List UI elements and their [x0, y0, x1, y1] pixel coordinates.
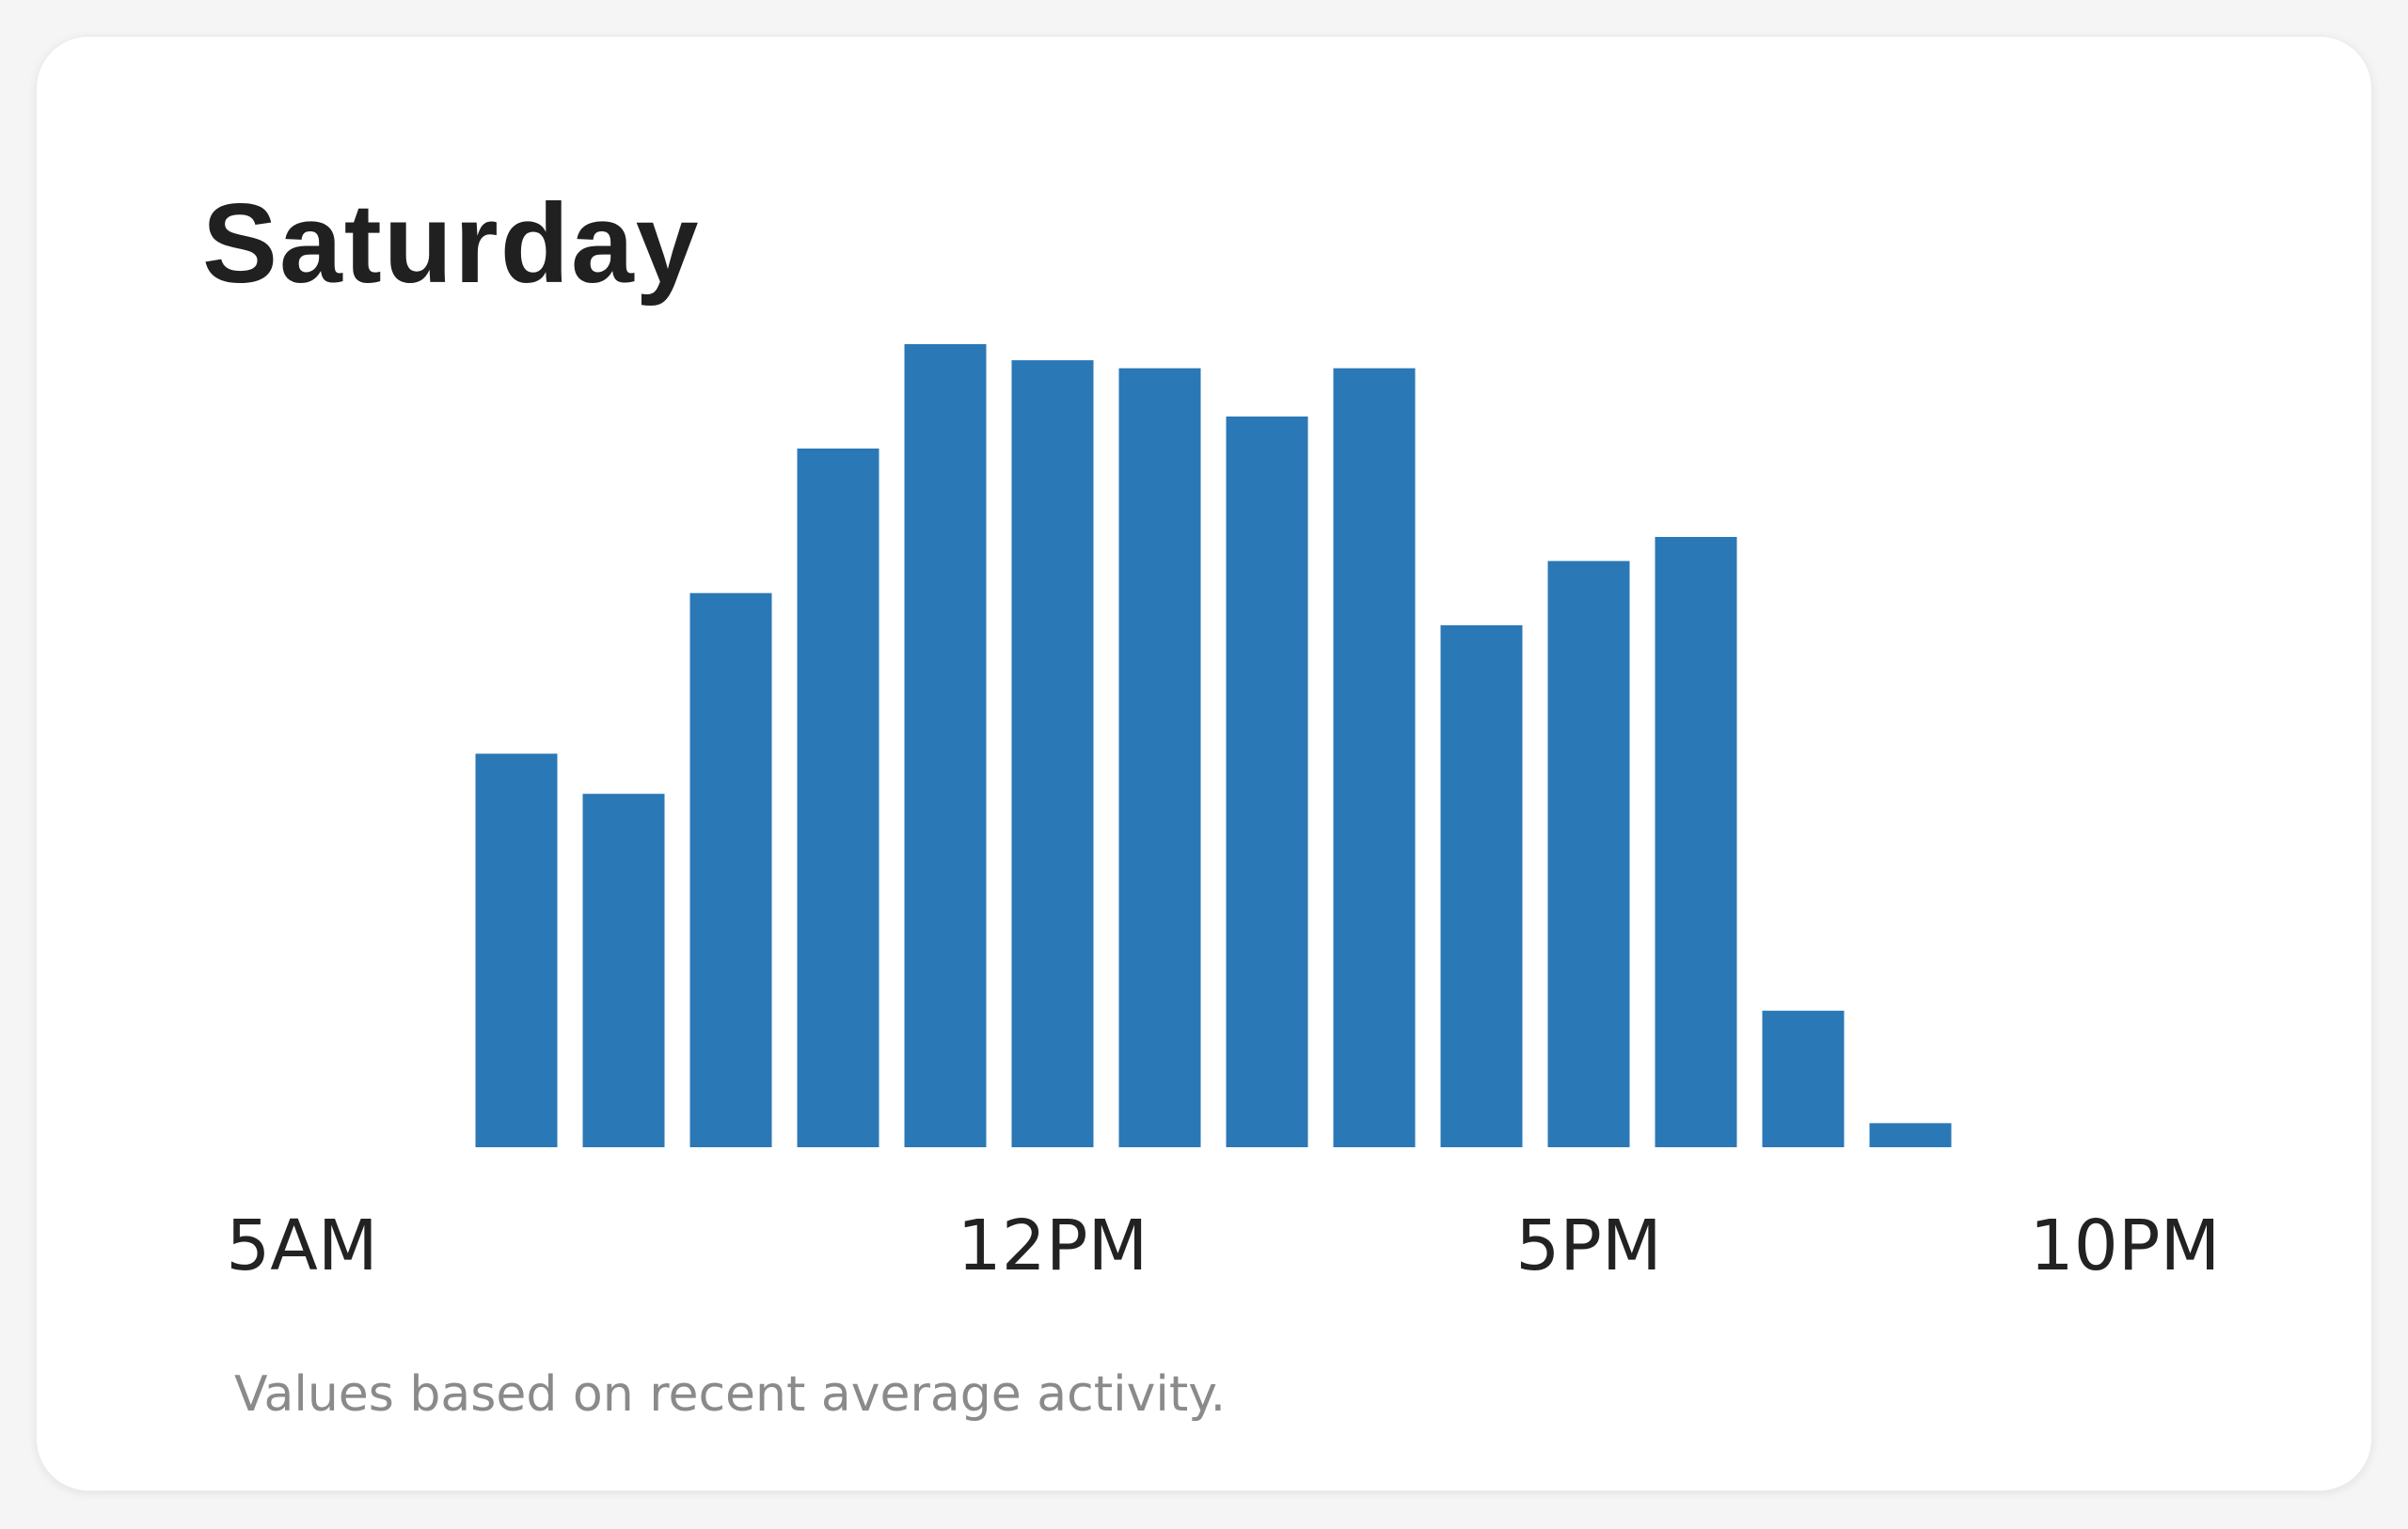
x-tick-12pm: 12PM [958, 1206, 1149, 1286]
bar-8pm [1869, 1123, 1952, 1147]
bar-9am [689, 592, 772, 1147]
bar-7pm [1762, 1010, 1845, 1147]
bars-group [475, 344, 1952, 1148]
bar-3pm [1333, 368, 1416, 1148]
bar-12pm [1011, 360, 1094, 1148]
bar-4pm [1440, 624, 1523, 1147]
x-tick-10pm: 10PM [2030, 1206, 2221, 1286]
bar-11am [904, 344, 987, 1147]
day-title: Saturday [202, 181, 701, 307]
activity-bar-chart: 5AM 12PM 5PM 10PM [226, 344, 2220, 1286]
bar-6pm [1655, 537, 1737, 1147]
activity-footnote: Values based on recent average activity. [234, 1366, 1227, 1423]
bar-10am [797, 449, 879, 1147]
x-axis-ticks: 5AM 12PM 5PM 10PM [226, 1206, 2220, 1286]
popular-times-card: Saturday 5AM 12PM 5PM 10PM Values based on … [36, 36, 2372, 1491]
x-tick-5am: 5AM [226, 1206, 378, 1286]
bar-8am [582, 794, 665, 1147]
x-tick-5pm: 5PM [1515, 1206, 1662, 1286]
bar-5pm [1547, 560, 1630, 1147]
bar-2pm [1226, 416, 1308, 1147]
bar-1pm [1118, 368, 1201, 1148]
bar-7am [475, 753, 558, 1147]
